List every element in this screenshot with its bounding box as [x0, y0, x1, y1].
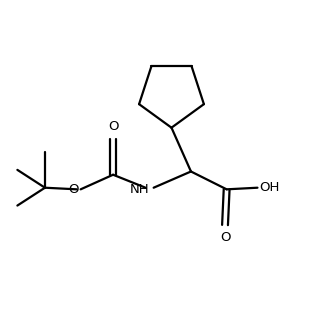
Text: O: O [220, 231, 230, 244]
Text: OH: OH [259, 181, 280, 194]
Text: NH: NH [130, 183, 150, 196]
Text: O: O [69, 183, 79, 196]
Text: O: O [108, 120, 118, 133]
